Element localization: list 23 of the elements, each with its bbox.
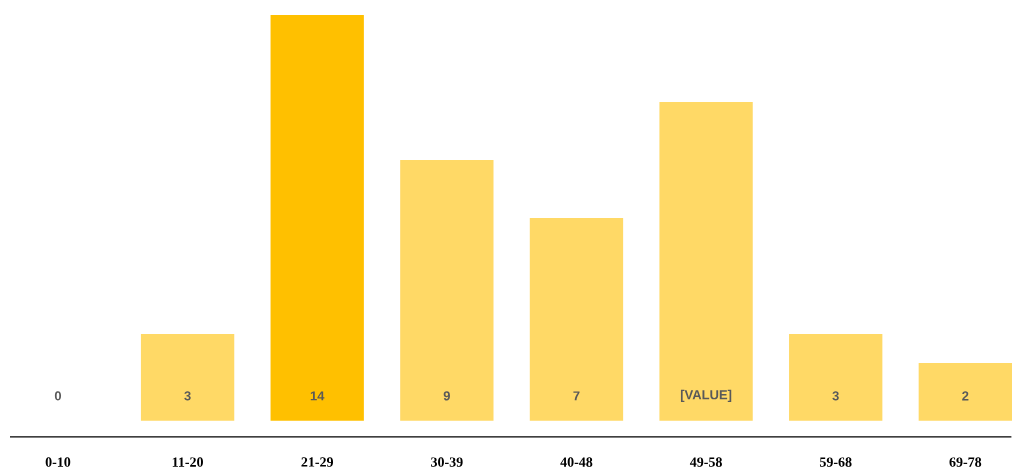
bar [789, 333, 883, 421]
x-tick-label: 59-68 [819, 457, 852, 467]
bar [140, 333, 235, 421]
x-tick-label: 49-58 [689, 457, 722, 467]
x-tick-label: 11-20 [172, 457, 203, 467]
data-label: 7 [573, 391, 580, 401]
x-tick-label: 0-10 [45, 457, 71, 467]
x-tick-label: 21-29 [301, 457, 334, 467]
x-tick-label: 30-39 [431, 457, 463, 467]
data-label: 2 [962, 391, 969, 401]
data-label: 3 [184, 391, 191, 401]
data-label: 14 [310, 391, 325, 401]
bar [270, 15, 364, 421]
data-label: 3 [832, 391, 839, 401]
data-label: [VALUE] [680, 389, 732, 403]
bar [918, 362, 1012, 421]
data-label: 9 [443, 391, 450, 401]
bar [659, 102, 753, 421]
bar [400, 160, 494, 421]
x-tick-label: 40-48 [560, 457, 593, 467]
x-tick-label: 69-78 [949, 457, 982, 467]
bar [529, 218, 624, 421]
data-label: 0 [54, 391, 62, 401]
